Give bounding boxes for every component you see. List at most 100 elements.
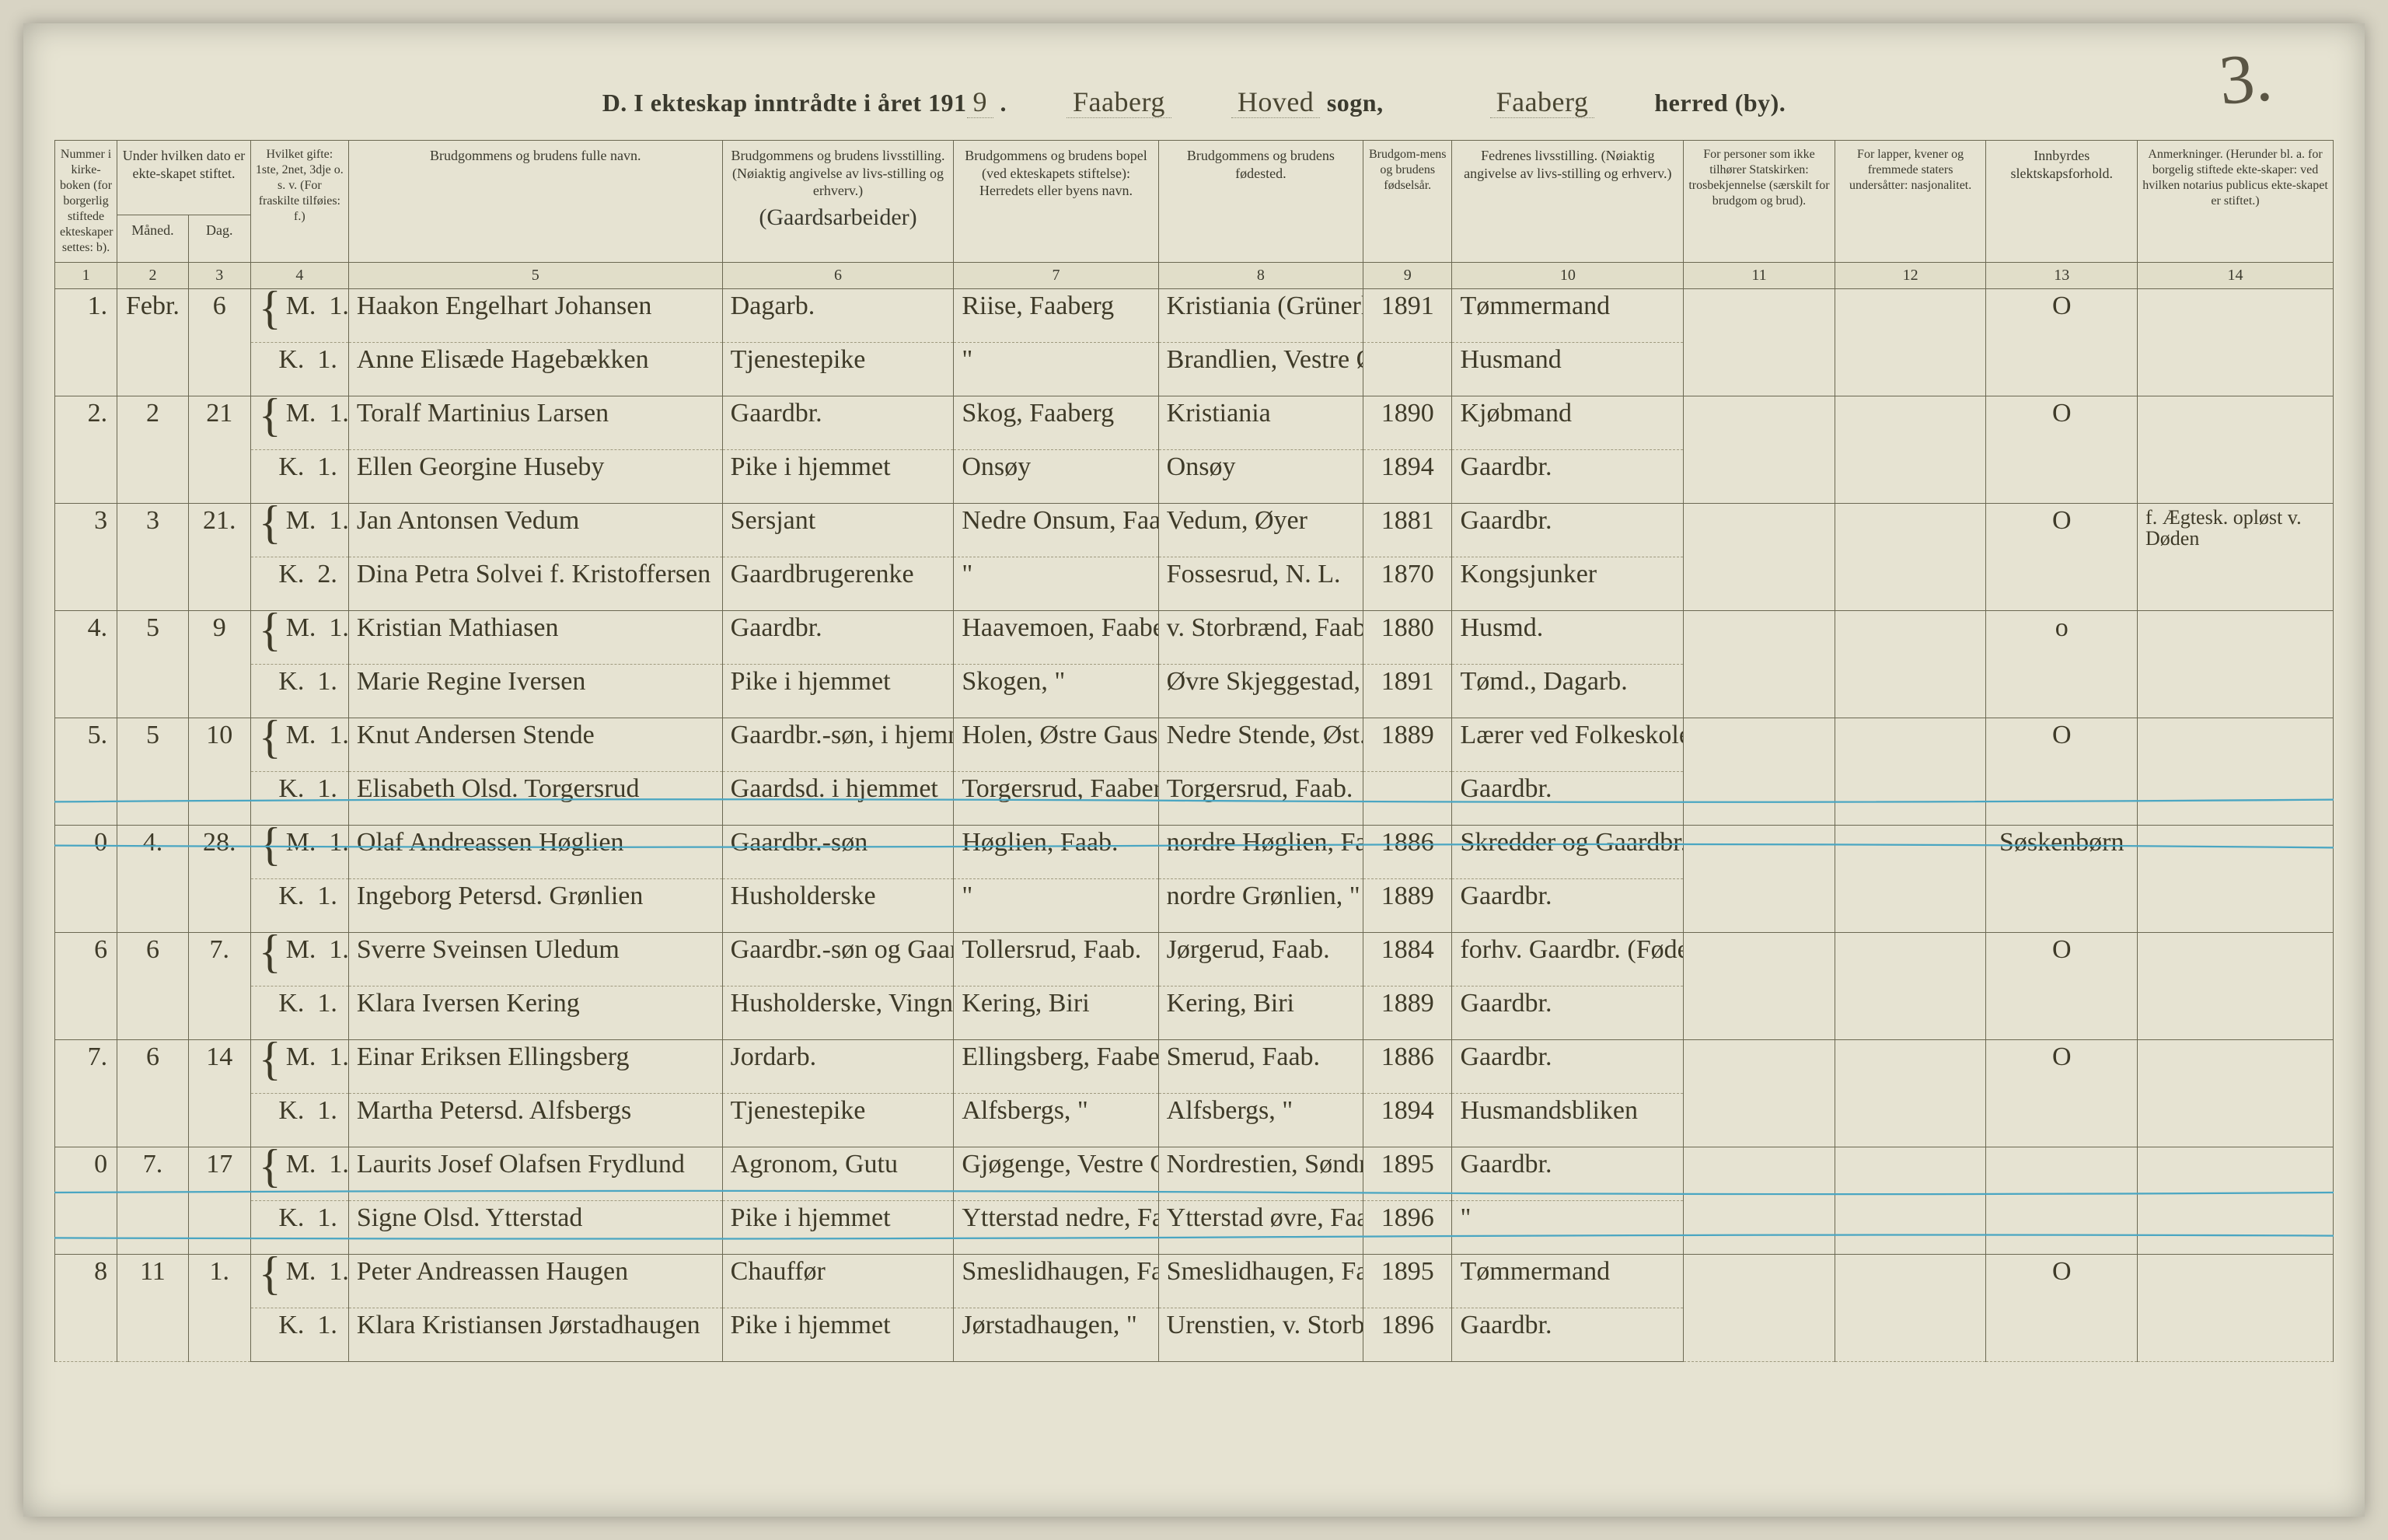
aar-bride: 1896 xyxy=(1363,1308,1452,1362)
entry-number: 5. xyxy=(55,718,117,826)
col-header-3: Dag. xyxy=(188,215,250,262)
name-bride: Dina Petra Solvei f. Kristoffersen xyxy=(348,557,722,611)
col12 xyxy=(1835,611,1986,718)
stilling-bride: Husholderske xyxy=(722,879,954,933)
gifte-bride: K. 1. xyxy=(250,1308,348,1362)
col-header-12: For lapper, kvener og fremmede staters u… xyxy=(1835,141,1986,263)
bopel-groom: Riise, Faaberg xyxy=(954,289,1158,343)
col12 xyxy=(1835,826,1986,933)
aar-bride: 1894 xyxy=(1363,1094,1452,1147)
far-groom: Tømmermand xyxy=(1452,289,1684,343)
fodested-bride: Kering, Biri xyxy=(1158,987,1363,1040)
stilling-bride: Gaardbrugerenke xyxy=(722,557,954,611)
entry-number: 0 xyxy=(55,826,117,933)
relation: O xyxy=(1986,718,2138,826)
relation xyxy=(1986,1147,2138,1255)
fodested-bride: Alfsbergs, " xyxy=(1158,1094,1363,1147)
far-bride: " xyxy=(1452,1201,1684,1255)
aar-bride: 1894 xyxy=(1363,450,1452,504)
bopel-bride: Skogen, " xyxy=(954,665,1158,718)
fodested-groom: nordre Høglien, Faab. xyxy=(1158,826,1363,879)
entry-day: 9 xyxy=(188,611,250,718)
gifte-bride: K. 1. xyxy=(250,1094,348,1147)
fodested-groom: Kristiania xyxy=(1158,396,1363,450)
name-bride: Klara Kristiansen Jørstadhaugen xyxy=(348,1308,722,1362)
name-groom: Toralf Martinius Larsen xyxy=(348,396,722,450)
stilling-groom: Gaardbr. xyxy=(722,611,954,665)
aar-groom: 1890 xyxy=(1363,396,1452,450)
bopel-groom: Tollersrud, Faab. xyxy=(954,933,1158,987)
col11 xyxy=(1684,1040,1835,1147)
column-number-row: 1 2 3 4 5 6 7 8 9 10 11 12 13 14 xyxy=(55,263,2334,289)
col12 xyxy=(1835,1147,1986,1255)
entry-day: 28. xyxy=(188,826,250,933)
colnum-10: 10 xyxy=(1452,263,1684,289)
bopel-groom: Ellingsberg, Faaberg xyxy=(954,1040,1158,1094)
fodested-groom: Vedum, Øyer xyxy=(1158,504,1363,557)
colnum-14: 14 xyxy=(2138,263,2334,289)
entry-number: 8 xyxy=(55,1255,117,1362)
header-label-herred: herred (by). xyxy=(1654,89,1786,117)
aar-bride xyxy=(1363,772,1452,826)
relation: o xyxy=(1986,611,2138,718)
far-groom: Lærer ved Folkeskolen xyxy=(1452,718,1684,772)
far-groom: Husmd. xyxy=(1452,611,1684,665)
relation: O xyxy=(1986,504,2138,611)
entry-month: 2 xyxy=(117,396,189,504)
name-groom: Sverre Sveinsen Uledum xyxy=(348,933,722,987)
col-header-14: Anmerkninger. (Herunder bl. a. for borge… xyxy=(2138,141,2334,263)
name-groom: Jan Antonsen Vedum xyxy=(348,504,722,557)
bopel-groom: Skog, Faaberg xyxy=(954,396,1158,450)
bopel-bride: Torgersrud, Faaberg xyxy=(954,772,1158,826)
col11 xyxy=(1684,289,1835,396)
gifte-bride: K. 2. xyxy=(250,557,348,611)
col11 xyxy=(1684,933,1835,1040)
remarks xyxy=(2138,611,2334,718)
col-header-10: Fedrenes livsstilling. (Nøiaktig angivel… xyxy=(1452,141,1684,263)
gifte-bride: K. 1. xyxy=(250,987,348,1040)
far-groom: Gaardbr. xyxy=(1452,504,1684,557)
remarks: f. Ægtesk. opløst v. Døden xyxy=(2138,504,2334,611)
bopel-groom: Gjøgenge, Vestre Gran xyxy=(954,1147,1158,1201)
entry-month: 6 xyxy=(117,1040,189,1147)
entry-day: 14 xyxy=(188,1040,250,1147)
stilling-bride: Tjenestepike xyxy=(722,343,954,396)
gifte-bride: K. 1. xyxy=(250,772,348,826)
stilling-bride: Pike i hjemmet xyxy=(722,450,954,504)
gifte-groom: {M. 1. xyxy=(250,1255,348,1308)
name-bride: Ellen Georgine Huseby xyxy=(348,450,722,504)
entry-number: 4. xyxy=(55,611,117,718)
colnum-5: 5 xyxy=(348,263,722,289)
name-bride: Elisabeth Olsd. Torgersrud xyxy=(348,772,722,826)
gifte-groom: {M. 1. xyxy=(250,289,348,343)
far-bride: Gaardbr. xyxy=(1452,450,1684,504)
header-prefix: D. I ekteskap inntrådte i året 191 xyxy=(602,89,967,117)
remarks xyxy=(2138,826,2334,933)
stilling-bride: Gaardsd. i hjemmet xyxy=(722,772,954,826)
col-header-6-handwriting: (Gaardsarbeider) xyxy=(728,203,949,232)
name-bride: Anne Elisæde Hagebækken xyxy=(348,343,722,396)
colnum-9: 9 xyxy=(1363,263,1452,289)
entry-day: 17 xyxy=(188,1147,250,1255)
fodested-bride: Onsøy xyxy=(1158,450,1363,504)
header-label-sogn: sogn, xyxy=(1327,89,1384,117)
entry-day: 21 xyxy=(188,396,250,504)
ledger-page: 3. D. I ekteskap inntrådte i året 1919 .… xyxy=(23,23,2365,1517)
col12 xyxy=(1835,933,1986,1040)
col-header-2: Måned. xyxy=(117,215,189,262)
name-groom: Haakon Engelhart Johansen xyxy=(348,289,722,343)
entry-row-groom: 667.{M. 1.Sverre Sveinsen UledumGaardbr.… xyxy=(55,933,2334,987)
colnum-8: 8 xyxy=(1158,263,1363,289)
name-bride: Signe Olsd. Ytterstad xyxy=(348,1201,722,1255)
gifte-groom: {M. 1. xyxy=(250,718,348,772)
entry-day: 1. xyxy=(188,1255,250,1362)
col11 xyxy=(1684,718,1835,826)
entry-number: 1. xyxy=(55,289,117,396)
col11 xyxy=(1684,611,1835,718)
gifte-groom: {M. 1. xyxy=(250,1147,348,1201)
name-groom: Laurits Josef Olafsen Frydlund xyxy=(348,1147,722,1201)
col12 xyxy=(1835,1255,1986,1362)
header-parish-1: Faaberg xyxy=(1067,86,1171,118)
stilling-bride: Tjenestepike xyxy=(722,1094,954,1147)
aar-groom: 1886 xyxy=(1363,826,1452,879)
